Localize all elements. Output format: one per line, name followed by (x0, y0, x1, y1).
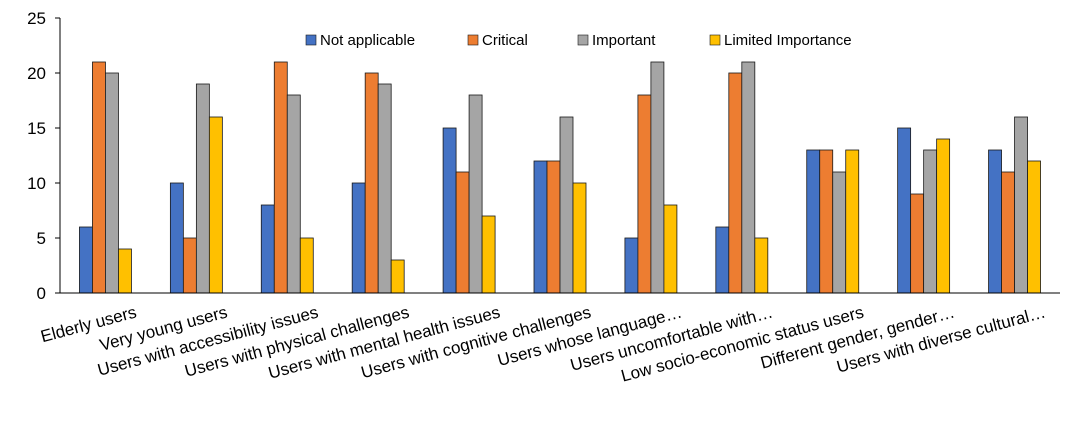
bar (377, 83, 392, 294)
bar (364, 72, 379, 294)
y-axis: 0 5 10 15 20 25 (27, 9, 61, 303)
bar (260, 204, 275, 294)
bar (559, 116, 574, 294)
bar (1014, 116, 1028, 294)
bar (92, 61, 106, 294)
bar (208, 116, 223, 294)
bar (442, 127, 457, 294)
bar (624, 237, 639, 294)
legend-item: Important (577, 32, 656, 49)
y-tick-label: 10 (27, 174, 46, 193)
legend: Not applicable Critical Important Limited I… (305, 32, 852, 49)
legend-swatch (577, 34, 589, 46)
legend-swatch (467, 34, 479, 46)
bar (715, 226, 730, 294)
y-tick-label: 20 (27, 64, 46, 83)
bar (546, 160, 561, 294)
bar (351, 182, 366, 294)
bar (754, 237, 769, 294)
bar (637, 94, 652, 294)
bar (936, 138, 951, 294)
bar (105, 72, 119, 294)
bar (286, 94, 301, 294)
bar (910, 193, 925, 294)
legend-swatch (305, 34, 317, 46)
bar (390, 259, 405, 294)
bar (79, 226, 93, 294)
bar (819, 149, 834, 294)
bar (806, 149, 821, 294)
legend-swatch (709, 34, 721, 46)
legend-item: Not applicable (305, 32, 415, 49)
bar (195, 83, 210, 294)
bar (481, 215, 496, 294)
bar (572, 182, 587, 294)
bar (273, 61, 288, 294)
bar (182, 237, 197, 294)
bar (845, 149, 860, 294)
bar (832, 171, 847, 294)
bar (455, 171, 470, 294)
bar (1001, 171, 1015, 294)
legend-item: Critical (467, 32, 528, 49)
bar (169, 182, 184, 294)
y-tick-label: 25 (27, 9, 46, 28)
bar (728, 72, 743, 294)
bar (468, 94, 483, 294)
y-tick-label: 15 (27, 119, 46, 138)
bar (299, 237, 314, 294)
bar (118, 248, 132, 294)
y-tick-label: 0 (37, 284, 46, 303)
legend-label: Limited Importance (724, 32, 852, 49)
bar (923, 149, 938, 294)
legend-label: Not applicable (320, 32, 415, 49)
bar (897, 127, 912, 294)
legend-item: Limited Importance (709, 32, 852, 49)
bar (533, 160, 548, 294)
bar (663, 204, 678, 294)
legend-label: Critical (482, 32, 528, 49)
bar (1027, 160, 1041, 294)
bar (741, 61, 756, 294)
bar (650, 61, 665, 294)
bars (79, 61, 1041, 294)
y-tick-label: 5 (37, 229, 46, 248)
legend-label: Important (592, 32, 656, 49)
bar (988, 149, 1002, 294)
